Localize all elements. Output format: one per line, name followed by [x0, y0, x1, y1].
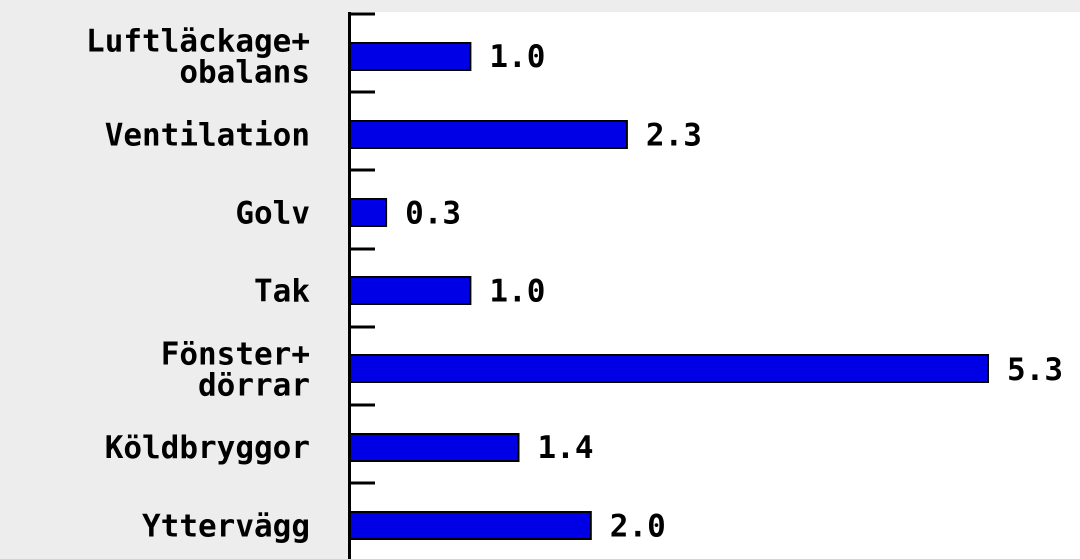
value-label: 2.0: [610, 508, 666, 544]
category-labels-group: Luftläckage+obalans Ventilation Golv Tak Fön…: [86, 24, 310, 545]
bar: [349, 276, 472, 305]
bar: [349, 433, 520, 462]
category-label: Golv: [235, 196, 310, 232]
category-label: Tak: [254, 274, 310, 310]
value-label: 1.0: [489, 274, 545, 310]
bar: [349, 198, 388, 227]
bar: [349, 511, 592, 540]
bar: [349, 120, 628, 149]
value-label: 5.3: [1007, 352, 1063, 388]
category-label: Köldbryggor: [105, 430, 310, 466]
bar: [349, 42, 472, 71]
value-label: 1.4: [538, 430, 594, 466]
bar: [349, 354, 989, 383]
axis-ticks: [349, 12, 375, 485]
bars-group: [349, 42, 989, 540]
category-label: Luftläckage+: [86, 24, 310, 60]
category-label: dörrar: [198, 367, 310, 403]
category-label: obalans: [179, 55, 310, 91]
value-label: 0.3: [405, 196, 461, 232]
category-label: Yttervägg: [142, 508, 310, 544]
value-labels-group: 1.0 2.3 0.3 1.0 5.3 1.4 2.0: [405, 39, 1063, 544]
category-label: Ventilation: [105, 117, 310, 153]
category-label: Fönster+: [161, 336, 310, 372]
value-label: 2.3: [646, 117, 702, 153]
value-label: 1.0: [489, 39, 545, 75]
